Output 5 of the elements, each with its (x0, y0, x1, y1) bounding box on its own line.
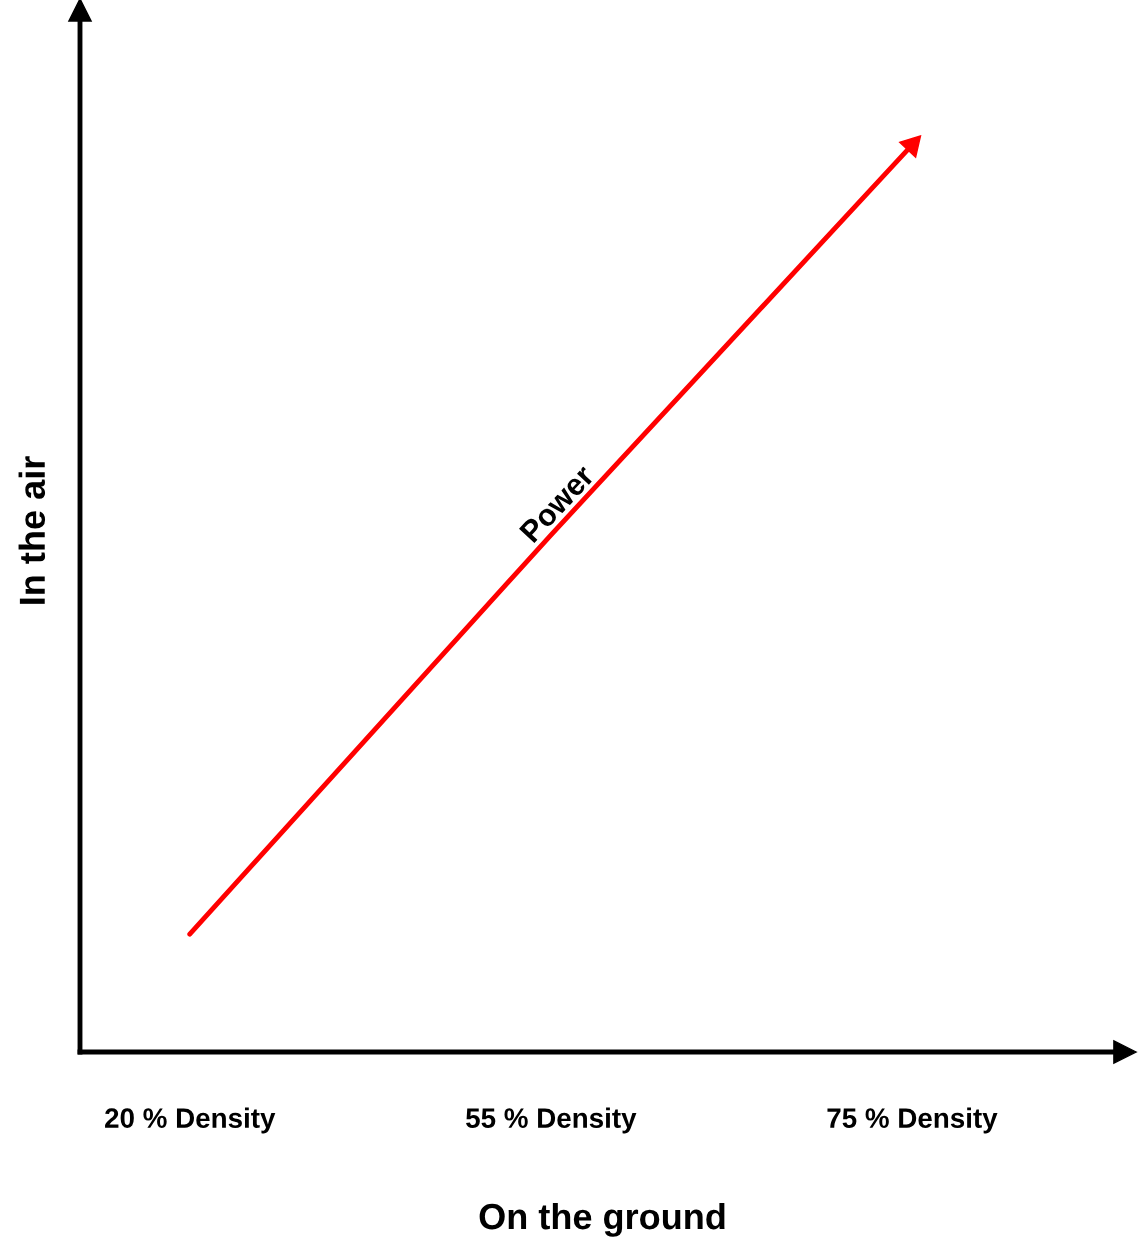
x-tick-label: 20 % Density (105, 1107, 276, 1134)
y-axis-title: In the air (18, 456, 46, 604)
x-tick-label: 55 % Density (466, 1107, 637, 1134)
x-tick-label: 75 % Density (827, 1107, 998, 1134)
x-axis-title: On the ground (479, 1202, 725, 1237)
